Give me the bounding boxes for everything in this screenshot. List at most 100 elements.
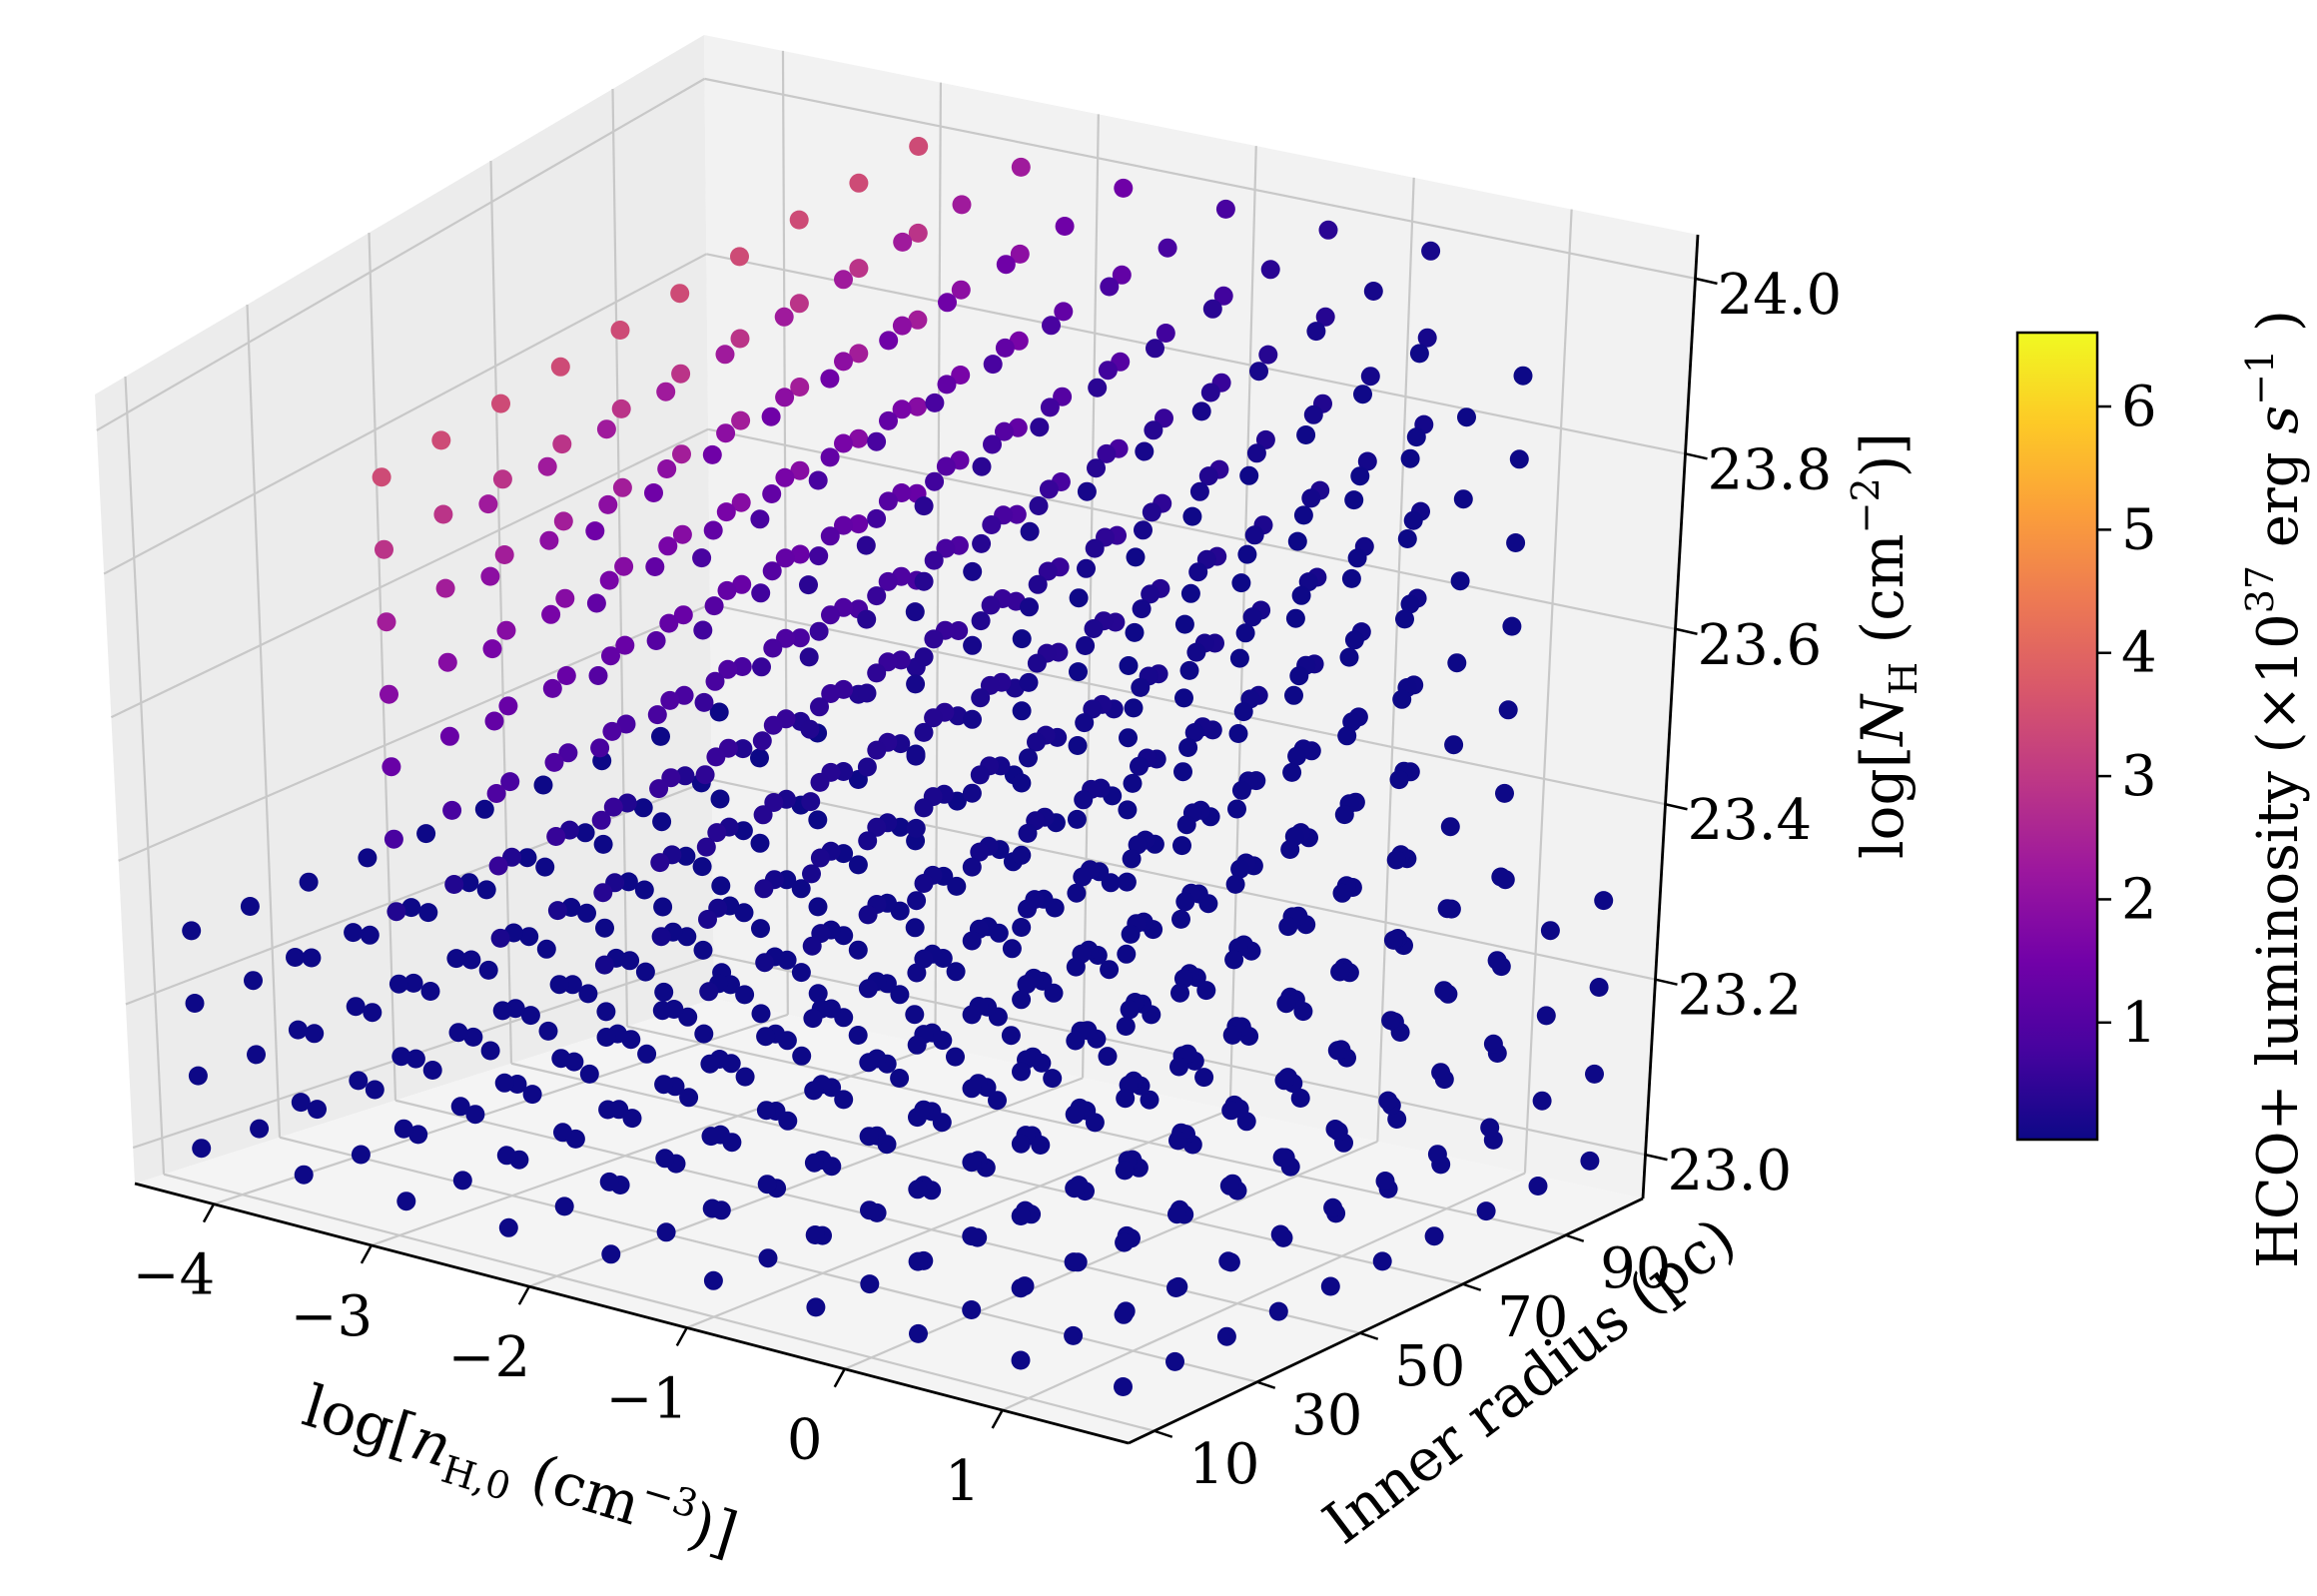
data-point xyxy=(1375,1172,1395,1191)
data-point xyxy=(970,842,990,862)
x-tick-label: 1 xyxy=(945,1449,981,1514)
data-point xyxy=(810,772,830,792)
data-point xyxy=(1066,1031,1086,1051)
data-point xyxy=(1194,1068,1214,1088)
data-point xyxy=(550,357,570,377)
data-point xyxy=(963,709,982,729)
data-point xyxy=(963,561,983,581)
data-point xyxy=(750,509,770,529)
data-point xyxy=(753,805,773,825)
data-point xyxy=(791,879,811,899)
floor-pane xyxy=(135,999,1643,1443)
data-point xyxy=(553,1123,572,1143)
data-point xyxy=(762,484,782,503)
grid-line xyxy=(686,1109,1231,1329)
data-point xyxy=(703,520,723,540)
data-point xyxy=(593,883,613,903)
data-point xyxy=(849,514,869,534)
data-point xyxy=(1237,544,1257,564)
data-point xyxy=(791,963,811,983)
data-point xyxy=(1169,1057,1188,1077)
colorbar-tick-label: 6 xyxy=(2121,375,2157,439)
data-point xyxy=(867,508,887,528)
data-point xyxy=(579,1064,599,1084)
data-point xyxy=(908,1108,927,1128)
data-point xyxy=(1315,307,1335,327)
data-point xyxy=(490,928,510,948)
data-point xyxy=(879,331,899,351)
grid-line xyxy=(706,253,1686,455)
data-point xyxy=(996,255,1016,275)
colorbar xyxy=(2015,331,2099,1142)
data-point xyxy=(914,496,934,516)
data-point xyxy=(553,511,573,531)
data-point xyxy=(849,344,869,364)
data-point xyxy=(1427,1145,1447,1165)
data-point xyxy=(1066,957,1086,977)
data-point xyxy=(1320,1276,1340,1296)
data-point xyxy=(1347,548,1367,568)
data-point xyxy=(637,1044,657,1064)
data-point xyxy=(1383,930,1403,950)
data-point xyxy=(474,799,494,819)
data-point xyxy=(1381,1011,1401,1031)
data-point xyxy=(962,1226,982,1246)
data-point xyxy=(1011,157,1031,177)
data-point xyxy=(963,635,983,655)
data-point xyxy=(1178,738,1198,757)
grid-line xyxy=(246,304,282,1138)
data-point xyxy=(1318,220,1338,240)
data-point xyxy=(1341,568,1361,588)
data-point xyxy=(1198,466,1218,486)
data-point xyxy=(1074,790,1094,810)
data-point xyxy=(1213,286,1233,306)
x-tick-mark xyxy=(360,1244,373,1264)
grid-line xyxy=(371,1045,936,1246)
data-point xyxy=(1424,1226,1444,1246)
data-point xyxy=(555,588,575,608)
data-point xyxy=(924,629,944,649)
z-axis-line xyxy=(1641,234,1700,1199)
data-point xyxy=(1506,533,1526,552)
data-point xyxy=(1117,944,1137,964)
data-point xyxy=(1498,700,1518,720)
data-point xyxy=(858,905,878,925)
data-point xyxy=(694,1024,714,1044)
data-point xyxy=(431,430,451,450)
data-point xyxy=(645,557,665,576)
data-point xyxy=(1114,1304,1134,1324)
data-point xyxy=(393,1119,413,1139)
data-point xyxy=(1327,1041,1347,1061)
data-point xyxy=(1064,1252,1084,1272)
data-point xyxy=(692,857,712,877)
data-point xyxy=(1291,585,1311,605)
data-point xyxy=(596,1002,616,1022)
x-tick-mark xyxy=(991,1409,1004,1429)
data-point xyxy=(612,477,632,497)
data-point xyxy=(384,829,403,849)
data-point xyxy=(1287,531,1307,551)
data-point xyxy=(478,960,498,980)
data-point xyxy=(1011,1134,1031,1154)
data-point xyxy=(914,798,934,818)
y-tick-mark xyxy=(1256,1380,1276,1389)
data-point xyxy=(1395,609,1414,629)
data-point xyxy=(804,1153,824,1173)
grid-line xyxy=(707,427,1676,630)
data-point xyxy=(952,195,972,215)
data-point xyxy=(750,748,769,768)
z-tick-label: 23.2 xyxy=(1678,964,1803,1029)
data-point xyxy=(731,492,751,512)
data-point xyxy=(1224,950,1244,970)
data-point xyxy=(1040,398,1060,417)
data-point xyxy=(1027,732,1046,752)
data-point xyxy=(444,875,464,894)
data-point xyxy=(598,494,618,514)
data-point xyxy=(1447,653,1467,673)
data-point xyxy=(599,570,619,590)
data-point xyxy=(391,1047,411,1067)
data-point xyxy=(981,595,1001,615)
data-point xyxy=(1126,547,1146,567)
data-point xyxy=(1038,561,1058,581)
